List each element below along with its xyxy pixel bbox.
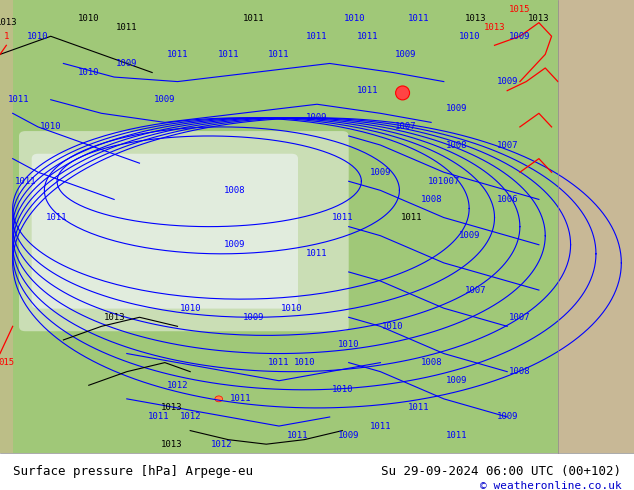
Text: 1008: 1008 [446, 141, 467, 149]
Text: 1011: 1011 [370, 421, 391, 431]
Text: 1010: 1010 [27, 32, 49, 41]
Text: 1011: 1011 [287, 431, 309, 440]
Text: 1010: 1010 [332, 385, 353, 394]
Text: 1010: 1010 [78, 68, 100, 77]
Text: 1012: 1012 [167, 381, 188, 390]
Text: 1009: 1009 [306, 113, 328, 122]
Text: 1011: 1011 [268, 50, 290, 59]
Text: 1011: 1011 [408, 403, 429, 413]
Text: 1008: 1008 [224, 186, 245, 195]
Text: 1009: 1009 [446, 104, 467, 113]
Text: 1009: 1009 [116, 59, 138, 68]
Text: 1009: 1009 [496, 77, 518, 86]
Text: 1007: 1007 [395, 122, 417, 131]
Bar [0, 0, 13, 453]
Text: 1009: 1009 [496, 413, 518, 421]
Text: 1008: 1008 [509, 367, 531, 376]
Text: 1011: 1011 [332, 213, 353, 222]
FancyBboxPatch shape [32, 154, 298, 309]
Text: 1011: 1011 [268, 358, 290, 367]
Text: 1012: 1012 [179, 413, 201, 421]
Text: 1009: 1009 [458, 231, 480, 240]
Text: 1013: 1013 [465, 14, 486, 23]
Text: 1010: 1010 [458, 32, 480, 41]
Text: 1010: 1010 [382, 322, 404, 331]
Text: 1013: 1013 [160, 403, 182, 413]
Text: 1013: 1013 [0, 18, 17, 27]
Text: 1: 1 [4, 32, 9, 41]
Text: 1007: 1007 [509, 313, 531, 322]
Bar [0, 0, 558, 453]
Text: 1010: 1010 [338, 340, 359, 349]
Text: 1013: 1013 [160, 440, 182, 449]
Text: 1006: 1006 [496, 195, 518, 204]
Text: 1007: 1007 [465, 286, 486, 294]
Text: 1011: 1011 [243, 14, 264, 23]
Text: 1009: 1009 [243, 313, 264, 322]
Text: 1010: 1010 [281, 304, 302, 313]
Text: 1010: 1010 [294, 358, 315, 367]
Text: 1012: 1012 [211, 440, 233, 449]
Text: 1009: 1009 [154, 95, 176, 104]
FancyBboxPatch shape [19, 131, 349, 331]
Text: 1011: 1011 [401, 213, 423, 222]
Text: 1009: 1009 [338, 431, 359, 440]
Text: 1015: 1015 [509, 4, 531, 14]
Text: 1011: 1011 [306, 32, 328, 41]
Text: 1010: 1010 [179, 304, 201, 313]
Text: 1011: 1011 [357, 86, 378, 95]
Text: 1013: 1013 [103, 313, 125, 322]
Text: 1009: 1009 [446, 376, 467, 385]
Ellipse shape [396, 86, 410, 100]
Text: 1008: 1008 [420, 358, 442, 367]
Text: Su 29-09-2024 06:00 UTC (00+102): Su 29-09-2024 06:00 UTC (00+102) [381, 465, 621, 478]
Text: 1011: 1011 [15, 177, 36, 186]
Text: 1011: 1011 [148, 413, 169, 421]
Text: 015: 015 [0, 358, 15, 367]
Text: 1008: 1008 [420, 195, 442, 204]
Text: Surface pressure [hPa] Arpege-eu: Surface pressure [hPa] Arpege-eu [13, 465, 253, 478]
Text: 101007: 101007 [428, 177, 460, 186]
Text: 1009: 1009 [509, 32, 531, 41]
Text: 1009: 1009 [224, 240, 245, 249]
Bar [558, 0, 634, 453]
Text: 1010: 1010 [40, 122, 61, 131]
Text: 1009: 1009 [395, 50, 417, 59]
Text: 1011: 1011 [8, 95, 30, 104]
Text: 1011: 1011 [116, 23, 138, 32]
Text: 1011: 1011 [446, 431, 467, 440]
Text: 1011: 1011 [408, 14, 429, 23]
Text: 1013: 1013 [484, 23, 505, 32]
Text: 1011: 1011 [217, 50, 239, 59]
Bar [0, 453, 634, 490]
Text: 1011: 1011 [167, 50, 188, 59]
Text: 1010: 1010 [344, 14, 366, 23]
Text: 1011: 1011 [357, 32, 378, 41]
Ellipse shape [215, 396, 223, 402]
Text: 1009: 1009 [370, 168, 391, 177]
Text: 1011: 1011 [46, 213, 68, 222]
Text: 1007: 1007 [496, 141, 518, 149]
Text: 1011: 1011 [306, 249, 328, 258]
Text: 1010: 1010 [78, 14, 100, 23]
Text: 1011: 1011 [230, 394, 252, 403]
Text: 1013: 1013 [528, 14, 550, 23]
Text: © weatheronline.co.uk: © weatheronline.co.uk [479, 481, 621, 490]
